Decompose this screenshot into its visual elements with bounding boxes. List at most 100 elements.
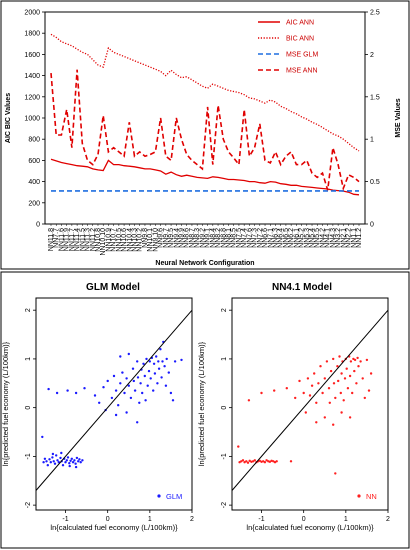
nn-y-label: ln{predicted fuel economy (L/100km)} bbox=[197, 341, 206, 466]
scatter-point bbox=[173, 360, 177, 363]
legend-label: MSE GLM bbox=[286, 52, 318, 59]
scatter-point bbox=[323, 416, 326, 419]
x-tick-label: NN11.2 bbox=[90, 228, 97, 251]
x-tick-label: NN6.1 bbox=[293, 228, 300, 248]
scatter-point bbox=[66, 456, 70, 459]
scatter-point bbox=[65, 459, 69, 462]
right-tick-label: 0.5 bbox=[370, 179, 380, 186]
scatter-point bbox=[106, 379, 109, 383]
scatter-point bbox=[306, 377, 310, 380]
left-tick-label: 400 bbox=[28, 179, 40, 186]
scatter-point bbox=[153, 372, 157, 375]
x-tick-label: NN8.6 bbox=[184, 228, 191, 248]
x-tick-label: 1 bbox=[148, 516, 152, 523]
scatter-point bbox=[78, 458, 81, 461]
x-tick-label: NN7.4 bbox=[241, 228, 248, 248]
scatter-point bbox=[339, 391, 342, 395]
scatter-point bbox=[169, 391, 173, 395]
scatter-point bbox=[349, 360, 353, 363]
scatter-point bbox=[127, 384, 130, 387]
scatter-point bbox=[327, 387, 331, 390]
scatter-point bbox=[77, 460, 80, 463]
scatter-point bbox=[348, 416, 352, 419]
nn-points bbox=[237, 355, 373, 475]
scatter-point bbox=[156, 382, 159, 385]
scatter-point bbox=[74, 391, 78, 395]
scatter-point bbox=[357, 365, 360, 368]
x-tick-label: NN9.4 bbox=[173, 228, 180, 248]
scatter-point bbox=[149, 377, 152, 380]
scatter-point bbox=[356, 356, 359, 360]
scatter-point bbox=[275, 460, 278, 463]
nn-axis-ticks: -1 0 1 2 -2 -1 0 1 2 bbox=[221, 308, 390, 523]
scatter-point bbox=[55, 391, 59, 395]
scatter-point bbox=[315, 401, 318, 404]
scatter-point bbox=[110, 396, 114, 400]
scatter-point bbox=[43, 457, 47, 460]
x-tick-label: NN10.5 bbox=[116, 228, 123, 252]
x-tick-label: NN9.1 bbox=[205, 228, 212, 248]
scatter-point bbox=[125, 377, 128, 380]
x-tick-label: 0 bbox=[302, 516, 306, 523]
x-tick-label: NN4.3 bbox=[330, 228, 337, 248]
x-tick-label: NN8.5 bbox=[231, 228, 238, 248]
scatter-point bbox=[83, 387, 86, 390]
x-tick-label: NN11.3 bbox=[85, 228, 92, 251]
x-tick-label: NN7.7 bbox=[53, 228, 60, 248]
x-tick-label: NN8.8 bbox=[220, 228, 227, 248]
scatter-point bbox=[302, 391, 305, 395]
x-axis-label: Neural Network Configuration bbox=[155, 260, 254, 267]
scatter-point bbox=[332, 423, 335, 426]
left-tick-label: 1800 bbox=[24, 31, 40, 38]
x-tick-label: NN10.3 bbox=[132, 228, 139, 252]
y-tick-label: -1 bbox=[25, 453, 32, 459]
scatter-point bbox=[74, 462, 77, 465]
scatter-point bbox=[146, 384, 149, 387]
scatter-point bbox=[159, 348, 162, 351]
glm-scatter-chart: GLM Model -1 0 1 2 -2 -1 0 1 2 GLM ln{calculated… bbox=[1, 282, 194, 532]
scatter-point bbox=[369, 372, 373, 375]
scatter-point bbox=[245, 460, 248, 463]
x-tick-label: NN6.5 bbox=[283, 228, 290, 248]
scatter-point bbox=[64, 461, 67, 464]
left-axis-ticks: 0 200 400 600 800 1000 1200 1400 1600 1800 2000 bbox=[24, 10, 45, 229]
scatter-point bbox=[348, 374, 352, 378]
series-line-aic-ann bbox=[50, 158, 360, 196]
x-tick-label: NN11.4 bbox=[74, 228, 81, 251]
x-tick-label: NN6.6 bbox=[262, 228, 269, 248]
scatter-point bbox=[313, 372, 316, 375]
scatter-point bbox=[365, 358, 369, 362]
x-tick-label: NN5.3 bbox=[304, 228, 311, 248]
scatter-point bbox=[49, 461, 52, 464]
y-tick-label: 2 bbox=[221, 308, 228, 312]
scatter-point bbox=[246, 461, 250, 464]
scatter-point bbox=[346, 387, 350, 390]
left-tick-label: 800 bbox=[28, 137, 40, 144]
scatter-point bbox=[79, 461, 82, 464]
scatter-point bbox=[139, 382, 142, 385]
x-tick-label: NN7.3 bbox=[252, 228, 259, 248]
scatter-point bbox=[340, 411, 343, 414]
scatter-point bbox=[132, 379, 135, 383]
scatter-point bbox=[157, 367, 161, 370]
scatter-point bbox=[147, 369, 151, 373]
scatter-point bbox=[160, 376, 163, 379]
nn-identity-line bbox=[231, 309, 389, 491]
scatter-point bbox=[81, 459, 84, 462]
scatter-point bbox=[332, 382, 336, 385]
scatter-point bbox=[42, 461, 45, 464]
left-tick-label: 1400 bbox=[24, 73, 40, 80]
scatter-point bbox=[237, 445, 240, 448]
scatter-point bbox=[263, 461, 267, 464]
x-tick-label: NN1.1 bbox=[351, 228, 358, 248]
scatter-point bbox=[114, 413, 118, 417]
scatter-point bbox=[144, 399, 147, 402]
glm-identity-line bbox=[35, 309, 193, 491]
scatter-point bbox=[45, 460, 48, 463]
scatter-point bbox=[125, 411, 128, 414]
right-axis-ticks: 0 0.5 1 1.5 2 2.5 bbox=[365, 10, 380, 229]
nn-legend-marker bbox=[357, 494, 361, 498]
x-tick-label: NN11.8 bbox=[48, 228, 55, 251]
x-tick-label: NN4.2 bbox=[319, 228, 326, 248]
